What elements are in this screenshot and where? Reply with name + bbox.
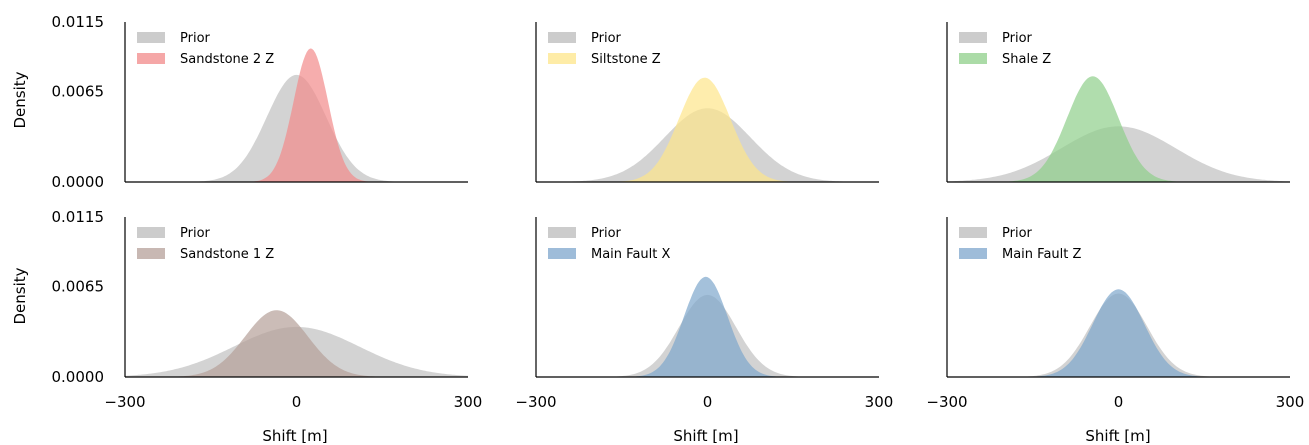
x-tick-label: 0 [703, 393, 713, 411]
y-tick-label: 0.0115 [52, 13, 105, 31]
legend-label: Prior [591, 226, 622, 241]
legend-swatch [959, 248, 987, 259]
density-area-siltstone-z [536, 77, 879, 182]
legend-label: Shale Z [1002, 52, 1051, 67]
legend-swatch [137, 227, 165, 238]
x-axis-label-right: Shift [m] [1085, 427, 1150, 445]
legend: Prior Sandstone 1 Z [137, 226, 274, 262]
x-tick-label: 300 [454, 393, 483, 411]
legend-label: Prior [1002, 226, 1033, 241]
legend-label: Prior [180, 226, 211, 241]
density-area-main-fault-z [947, 289, 1290, 377]
legend: Prior Main Fault Z [959, 226, 1081, 262]
legend-swatch [548, 227, 576, 238]
y-axis-label-top: Density [11, 71, 29, 128]
density-area-shale-z [947, 76, 1290, 182]
panel-4: 0.0115 0.0065 0.0000 −300 0 300 Prior Sandstone… [52, 208, 483, 411]
x-tick-label: 300 [1276, 393, 1305, 411]
x-tick-label: 300 [865, 393, 894, 411]
legend-label: Sandstone 2 Z [180, 52, 274, 67]
y-tick-label: 0.0065 [52, 278, 105, 296]
x-tick-label: 0 [1114, 393, 1124, 411]
legend-swatch [548, 248, 576, 259]
density-area-main-fault-x [536, 276, 879, 377]
legend-label: Prior [591, 31, 622, 46]
y-axis-label-bottom: Density [11, 267, 29, 324]
x-tick-label: 0 [292, 393, 302, 411]
legend: Prior Main Fault X [548, 226, 670, 262]
x-axis-label-left: Shift [m] [262, 427, 327, 445]
panel-2: Prior Siltstone Z [535, 22, 879, 183]
panel-1: 0.0115 0.0065 0.0000 Prior Sandstone 2 Z [52, 13, 468, 191]
x-tick-label: −300 [926, 393, 967, 411]
legend-label: Sandstone 1 Z [180, 247, 274, 262]
y-tick-label: 0.0000 [52, 368, 105, 386]
legend-label: Main Fault Z [1002, 247, 1081, 262]
panel-3: Prior Shale Z [946, 22, 1290, 183]
legend: Prior Shale Z [959, 31, 1051, 67]
legend-swatch [137, 53, 165, 64]
x-axis-labels: Shift [m] Shift [m] Shift [m] [262, 427, 1150, 445]
legend-label: Main Fault X [591, 247, 670, 262]
legend-label: Siltstone Z [591, 52, 661, 67]
legend-swatch [137, 248, 165, 259]
legend-label: Prior [180, 31, 211, 46]
y-tick-label: 0.0115 [52, 208, 105, 226]
legend-swatch [137, 32, 165, 43]
x-axis-label-middle: Shift [m] [673, 427, 738, 445]
legend-swatch [548, 53, 576, 64]
y-axis-labels: Density Density [11, 71, 29, 324]
legend-label: Prior [1002, 31, 1033, 46]
legend-swatch [959, 32, 987, 43]
density-area-sandstone-1-z [125, 310, 468, 377]
legend-swatch [548, 32, 576, 43]
y-tick-label: 0.0065 [52, 83, 105, 101]
x-tick-label: −300 [104, 393, 145, 411]
legend-swatch [959, 53, 987, 64]
x-tick-label: −300 [515, 393, 556, 411]
density-area-sandstone-2-z [125, 48, 468, 182]
legend: Prior Sandstone 2 Z [137, 31, 274, 67]
y-tick-label: 0.0000 [52, 173, 105, 191]
panel-5: −300 0 300 Prior Main Fault X [515, 217, 893, 411]
panel-6: −300 0 300 Prior Main Fault Z [926, 217, 1304, 411]
legend: Prior Siltstone Z [548, 31, 661, 67]
legend-swatch [959, 227, 987, 238]
